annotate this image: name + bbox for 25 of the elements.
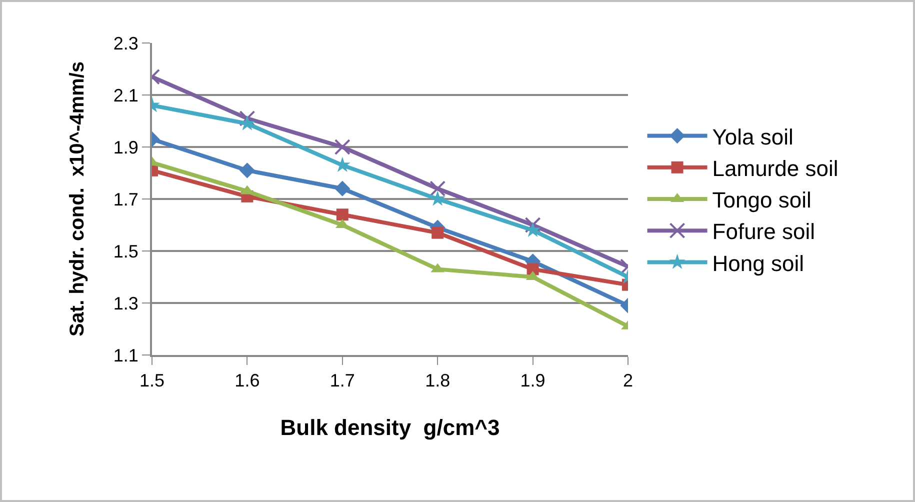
y-tick-label: 1.1 <box>113 345 138 366</box>
x-tick-label: 1.7 <box>330 370 355 391</box>
y-tick-label: 1.5 <box>113 241 138 262</box>
x-tick-label: 1.6 <box>234 370 260 391</box>
point <box>334 139 350 155</box>
legend-label: Hong soil <box>712 250 804 276</box>
legend-label: Fofure soil <box>712 219 815 244</box>
x-tick-label: 2 <box>622 370 634 391</box>
point <box>432 226 444 239</box>
y-tick-label: 1.7 <box>113 189 138 210</box>
x-tick-label: 1.9 <box>520 370 546 391</box>
point <box>334 180 350 196</box>
point <box>336 208 348 221</box>
x-tick-label: 1.5 <box>139 370 165 391</box>
legend-label: Lamurde soil <box>712 156 838 181</box>
point <box>430 180 446 197</box>
x-axis-title: Bulk density g/cm^3 <box>280 415 500 440</box>
y-tick-label: 1.3 <box>113 293 138 314</box>
legend-label: Tongo soil <box>712 188 812 213</box>
y-tick-label: 2.3 <box>113 33 138 54</box>
legend-label: Yola soil <box>712 124 794 150</box>
y-axis-title: Sat. hydr. cond. x10^-4mm/s <box>66 61 88 337</box>
y-tick-label: 2.1 <box>113 85 138 106</box>
y-tick-label: 1.9 <box>113 137 138 158</box>
x-tick-label: 1.8 <box>425 370 450 391</box>
